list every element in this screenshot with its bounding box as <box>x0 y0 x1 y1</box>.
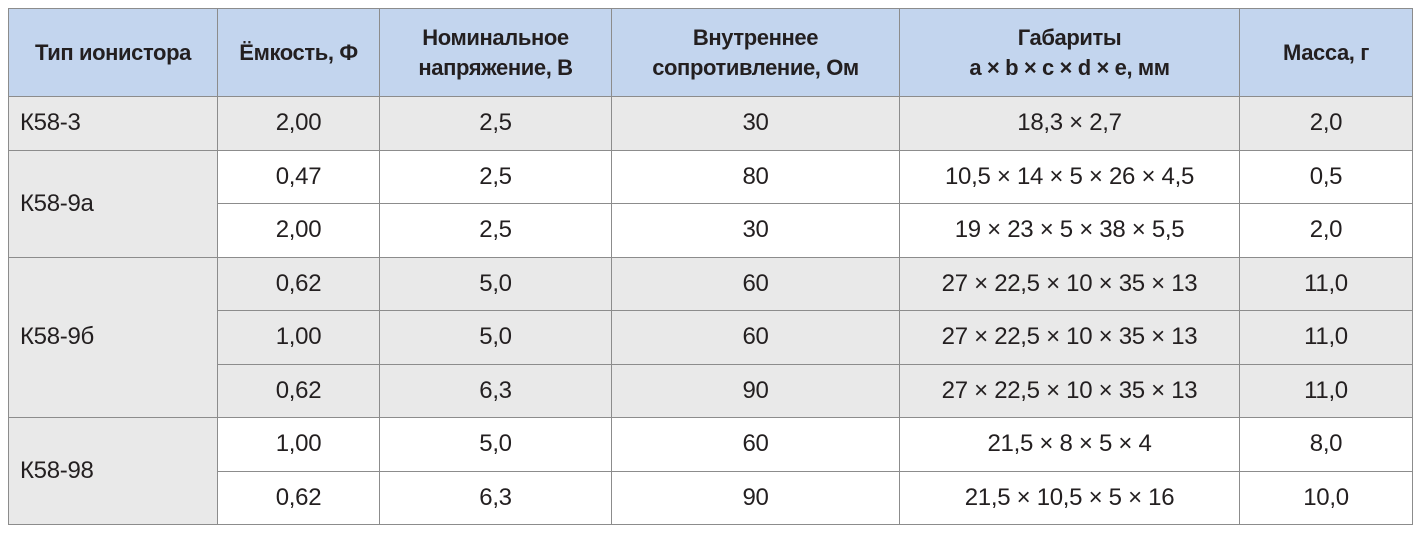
table-row: 2,00 2,5 30 19 × 23 × 5 × 38 × 5,5 2,0 <box>9 203 1413 258</box>
resistance-cell: 60 <box>611 256 900 311</box>
dimensions-cell: 18,3 × 2,7 <box>899 96 1240 151</box>
dimensions-cell: 27 × 22,5 × 10 × 35 × 13 <box>899 256 1240 311</box>
mass-cell: 2,0 <box>1239 96 1413 151</box>
mass-cell: 11,0 <box>1239 363 1413 418</box>
table-header: Тип ионистора Ёмкость, Ф Номинальное напр… <box>8 8 1413 97</box>
table-container: Тип ионистора Ёмкость, Ф Номинальное напр… <box>8 8 1413 525</box>
voltage-cell: 5,0 <box>379 417 612 472</box>
capacity-cell: 0,62 <box>217 470 380 525</box>
capacity-cell: 0,47 <box>217 149 380 204</box>
capacity-cell: 0,62 <box>217 363 380 418</box>
type-cell: К58-9б <box>8 256 218 418</box>
mass-cell: 11,0 <box>1239 256 1413 311</box>
header-capacity: Ёмкость, Ф <box>217 8 380 97</box>
voltage-cell: 2,5 <box>379 203 612 258</box>
table-row: 0,62 6,3 90 21,5 × 10,5 × 5 × 16 10,0 <box>9 470 1413 525</box>
table-row: К58-9а 0,47 2,5 80 10,5 × 14 × 5 × 26 × … <box>8 149 1413 258</box>
type-cell: К58-3 <box>8 96 218 151</box>
mass-cell: 0,5 <box>1239 149 1413 204</box>
header-type: Тип ионистора <box>8 8 218 97</box>
type-cell: К58-98 <box>8 417 218 525</box>
capacity-cell: 2,00 <box>217 96 380 151</box>
resistance-cell: 60 <box>611 417 900 472</box>
voltage-cell: 2,5 <box>379 149 612 204</box>
header-dimensions: Габариты a × b × c × d × e, мм <box>899 8 1240 97</box>
mass-cell: 8,0 <box>1239 417 1413 472</box>
mass-cell: 2,0 <box>1239 203 1413 258</box>
dimensions-cell: 21,5 × 8 × 5 × 4 <box>899 417 1240 472</box>
header-mass: Масса, г <box>1239 8 1413 97</box>
dimensions-cell: 10,5 × 14 × 5 × 26 × 4,5 <box>899 149 1240 204</box>
voltage-cell: 6,3 <box>379 470 612 525</box>
capacity-cell: 1,00 <box>217 310 380 365</box>
voltage-cell: 2,5 <box>379 96 612 151</box>
table-row: 0,62 6,3 90 27 × 22,5 × 10 × 35 × 13 11,… <box>9 363 1413 418</box>
table-row: К58-3 2,00 2,5 30 18,3 × 2,7 2,0 <box>8 96 1413 151</box>
dimensions-cell: 27 × 22,5 × 10 × 35 × 13 <box>899 363 1240 418</box>
voltage-cell: 6,3 <box>379 363 612 418</box>
resistance-cell: 60 <box>611 310 900 365</box>
resistance-cell: 80 <box>611 149 900 204</box>
dimensions-cell: 19 × 23 × 5 × 38 × 5,5 <box>899 203 1240 258</box>
dimensions-cell: 21,5 × 10,5 × 5 × 16 <box>899 470 1240 525</box>
capacity-cell: 1,00 <box>217 417 380 472</box>
resistance-cell: 90 <box>611 363 900 418</box>
table-body: К58-3 2,00 2,5 30 18,3 × 2,7 2,0 К58-9а … <box>8 96 1413 525</box>
capacity-cell: 2,00 <box>217 203 380 258</box>
resistance-cell: 30 <box>611 96 900 151</box>
capacity-cell: 0,62 <box>217 256 380 311</box>
dimensions-cell: 27 × 22,5 × 10 × 35 × 13 <box>899 310 1240 365</box>
type-cell: К58-9а <box>8 149 218 258</box>
header-row: Тип ионистора Ёмкость, Ф Номинальное напр… <box>8 8 1413 97</box>
voltage-cell: 5,0 <box>379 256 612 311</box>
table-row: 1,00 5,0 60 27 × 22,5 × 10 × 35 × 13 11,… <box>9 310 1413 365</box>
header-resistance: Внутреннее сопротивление, Ом <box>611 8 900 97</box>
mass-cell: 11,0 <box>1239 310 1413 365</box>
voltage-cell: 5,0 <box>379 310 612 365</box>
header-voltage: Номинальное напряжение, В <box>379 8 612 97</box>
mass-cell: 10,0 <box>1239 470 1413 525</box>
resistance-cell: 30 <box>611 203 900 258</box>
table-row: К58-9б 0,62 5,0 60 27 × 22,5 × 10 × 35 ×… <box>8 256 1413 418</box>
ionistor-specs-table: Тип ионистора Ёмкость, Ф Номинальное напр… <box>8 8 1413 525</box>
table-row: К58-98 1,00 5,0 60 21,5 × 8 × 5 × 4 8,0 <box>8 417 1413 525</box>
resistance-cell: 90 <box>611 470 900 525</box>
